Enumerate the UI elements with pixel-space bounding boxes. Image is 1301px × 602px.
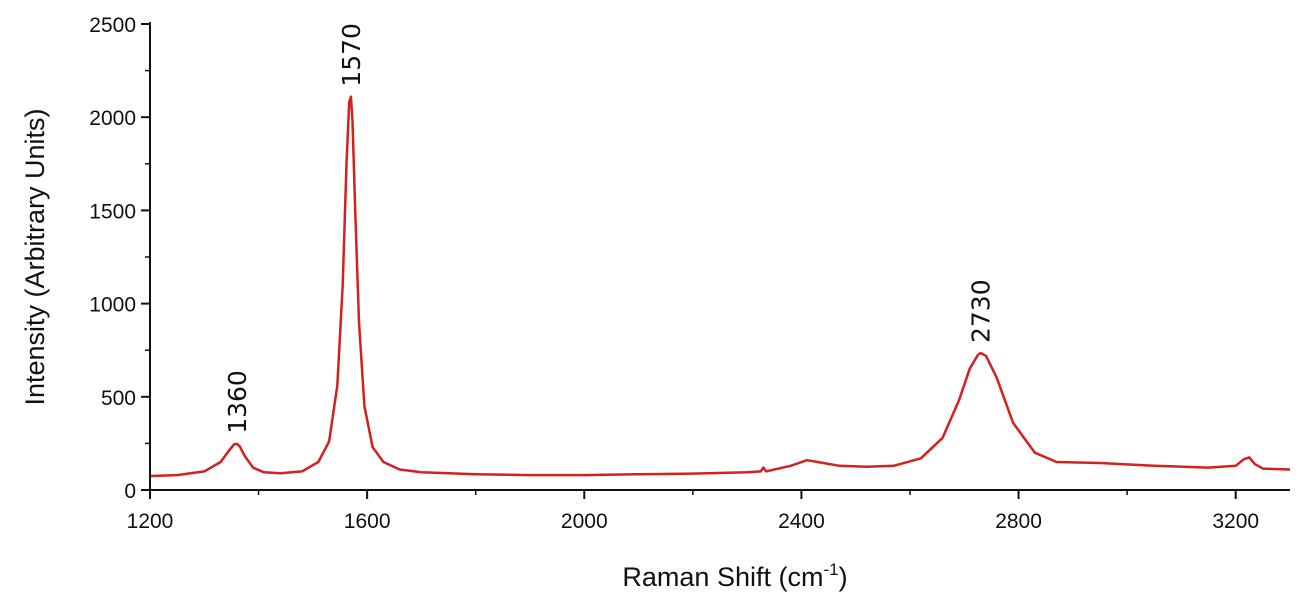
x-tick-label: 2800 <box>995 510 1042 533</box>
y-axis-ticks: 0 500 1000 1500 2000 2500 <box>89 14 150 503</box>
x-tick-label: 2000 <box>561 510 608 533</box>
y-tick-label: 500 <box>101 387 136 410</box>
peak-label: 2730 <box>967 279 996 343</box>
x-tick-label: 1200 <box>127 510 174 533</box>
spectrum-line <box>149 95 1291 478</box>
x-axis-title: Raman Shift (cm-1) <box>622 560 847 592</box>
x-axis-title-close: ) <box>839 562 848 592</box>
x-axis-title-superscript: -1 <box>823 560 838 579</box>
plot-area <box>149 95 1291 478</box>
peak-annotations: 1360 1570 2730 <box>223 23 996 434</box>
x-axis-ticks: 1200 1600 2000 2400 2800 3200 <box>127 490 1259 533</box>
x-tick-label: 2400 <box>778 510 825 533</box>
x-tick-label: 1600 <box>344 510 391 533</box>
y-tick-label: 1500 <box>89 200 136 223</box>
x-tick-label: 3200 <box>1212 510 1259 533</box>
peak-label: 1360 <box>223 370 252 434</box>
y-tick-label: 2500 <box>89 14 136 37</box>
peak-label: 1570 <box>337 23 366 87</box>
y-tick-label: 1000 <box>89 294 136 317</box>
y-axis-title: Intensity (Arbitrary Units) <box>20 108 50 405</box>
y-tick-label: 2000 <box>89 107 136 130</box>
x-axis-title-main: Raman Shift (cm <box>622 562 823 592</box>
y-tick-label: 0 <box>124 480 136 503</box>
